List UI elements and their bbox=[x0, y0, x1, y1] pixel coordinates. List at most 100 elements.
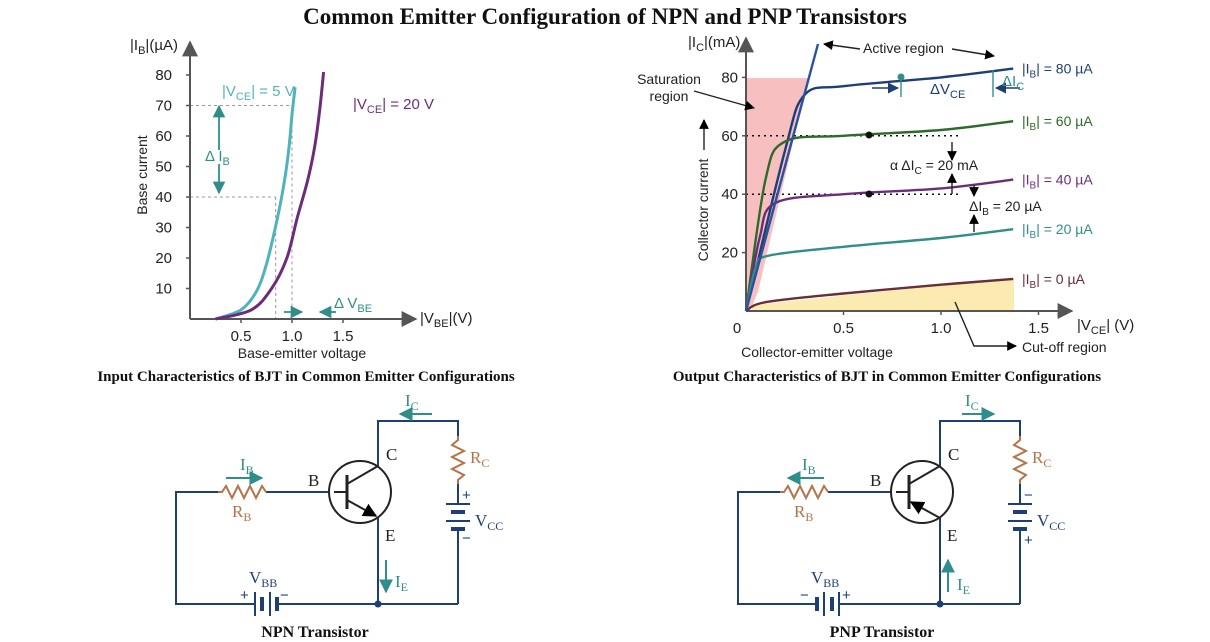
input-delta-vbe-label: Δ VBE bbox=[334, 295, 372, 315]
npn-vcc-plus: + bbox=[462, 487, 471, 504]
input-x-ticks: 0.5 1.0 1.5 bbox=[231, 319, 353, 345]
npn-wire-left bbox=[175, 491, 246, 605]
output-curve-5 bbox=[745, 277, 1014, 313]
npn-ic-label: IC bbox=[405, 391, 419, 413]
input-y-tick-label: 30 bbox=[155, 220, 172, 237]
pnp-rb-resistor bbox=[780, 483, 829, 501]
npn-collector-label: C bbox=[386, 445, 397, 464]
operating-point-60 bbox=[865, 131, 873, 139]
output-curve-label: |IB| = 0 µA bbox=[1022, 271, 1086, 291]
output-y-label: Collector current bbox=[695, 159, 711, 262]
input-x-label: Base-emitter voltage bbox=[238, 345, 367, 361]
output-y-tick-label: 40 bbox=[721, 186, 738, 203]
delta-vce-label: ΔVCE bbox=[930, 81, 965, 101]
pnp-junction-dot bbox=[936, 600, 944, 608]
npn-emitter-lead bbox=[346, 499, 378, 517]
pnp-rb-label: RB bbox=[794, 502, 813, 524]
pnp-vbb-label: VBB bbox=[811, 568, 839, 590]
active-region-arrow-right bbox=[951, 48, 995, 60]
output-y-tick-label: 20 bbox=[721, 245, 738, 262]
output-curve-1 bbox=[744, 67, 1014, 312]
input-delta-ib-label: Δ IB bbox=[205, 148, 230, 168]
npn-vcc-label: VCC bbox=[475, 511, 503, 533]
saturation-region-label-1: Saturation bbox=[637, 71, 701, 87]
input-y-tick-label: 10 bbox=[155, 281, 172, 298]
output-x-ticks: 0.5 1.0 1.5 bbox=[833, 311, 1049, 337]
npn-vbb-plus: + bbox=[240, 587, 249, 604]
npn-rb-label: RB bbox=[232, 502, 251, 524]
npn-vbb-label: VBB bbox=[249, 568, 277, 590]
input-curve-2 bbox=[215, 71, 326, 321]
input-y-tick-label: 20 bbox=[155, 250, 172, 267]
pnp-wire-left bbox=[737, 491, 808, 605]
pnp-rc-label: RC bbox=[1032, 448, 1051, 470]
output-y-tick-label: 80 bbox=[721, 69, 738, 86]
npn-junction-dot bbox=[374, 600, 382, 608]
npn-collector-lead bbox=[346, 465, 379, 485]
pnp-rc-resistor bbox=[1011, 436, 1029, 484]
output-curves bbox=[744, 67, 1014, 313]
pnp-base-label: B bbox=[870, 471, 881, 490]
input-y-tick-label: 40 bbox=[155, 189, 172, 206]
pnp-vbb-minus: − bbox=[800, 587, 809, 604]
input-y-axis-title: |IB|(µA) bbox=[130, 37, 178, 57]
npn-caption: NPN Transistor bbox=[261, 624, 368, 641]
pnp-ic-label: IC bbox=[965, 391, 979, 413]
input-y-tick-label: 70 bbox=[155, 98, 172, 115]
npn-rc-label: RC bbox=[470, 448, 489, 470]
delta-ib-out-label: ΔIB = 20 µA bbox=[969, 198, 1042, 218]
input-curve-1 bbox=[215, 87, 297, 321]
npn-emitter-label: E bbox=[385, 526, 395, 545]
active-region-arrow-left bbox=[823, 40, 861, 51]
pnp-emitter-lead bbox=[909, 501, 941, 519]
cutoff-region-label: Cut-off region bbox=[1022, 339, 1107, 355]
output-chart-caption: Output Characteristics of BJT in Common … bbox=[673, 369, 1101, 385]
input-chart-caption: Input Characteristics of BJT in Common E… bbox=[97, 369, 515, 385]
output-chart: 20 40 60 80 0.5 1.0 1.5 0 |IC|(mA) Collector … bbox=[637, 34, 1134, 385]
pnp-vcc-label: VCC bbox=[1037, 511, 1065, 533]
active-region-label: Active region bbox=[863, 40, 944, 56]
output-curve-label: |IB| = 60 µA bbox=[1022, 113, 1093, 133]
saturation-region-arrow bbox=[693, 90, 755, 111]
delta-ic-label: ΔIC bbox=[1002, 73, 1024, 93]
output-x-axis-title: |VCE| (V) bbox=[1077, 317, 1134, 337]
operating-point-40 bbox=[865, 190, 873, 198]
pnp-ie-label: IE bbox=[957, 575, 970, 597]
saturation-boundary-line bbox=[744, 43, 820, 312]
npn-rb-resistor bbox=[218, 483, 267, 501]
input-x-tick-label: 0.5 bbox=[231, 328, 252, 345]
npn-rc-resistor bbox=[449, 436, 467, 484]
pnp-caption: PNP Transistor bbox=[830, 624, 935, 641]
pnp-vcc-minus: − bbox=[1024, 487, 1033, 504]
figure-title: Common Emitter Configuration of NPN and … bbox=[303, 4, 907, 29]
output-origin-label: 0 bbox=[733, 320, 741, 337]
output-x-tick-label: 1.0 bbox=[931, 320, 952, 337]
pnp-collector-label: C bbox=[948, 445, 959, 464]
input-y-ticks: 10 20 30 40 50 60 70 80 bbox=[155, 67, 190, 298]
input-x-axis-title: |VBE|(V) bbox=[420, 310, 473, 330]
output-y-tick-label: 60 bbox=[721, 128, 738, 145]
input-y-label: Base current bbox=[134, 135, 150, 214]
input-curve1-label: |VCE| = 5 V bbox=[222, 83, 295, 103]
input-y-tick-label: 50 bbox=[155, 159, 172, 176]
input-curves bbox=[215, 71, 326, 321]
npn-ib-label: IB bbox=[240, 455, 254, 477]
output-curve-4 bbox=[744, 228, 1014, 312]
output-x-tick-label: 0.5 bbox=[833, 320, 854, 337]
pnp-circuit: IC IB IE RB RC VCC VBB B C E − + − + PNP… bbox=[737, 391, 1065, 641]
cutoff-region-fill bbox=[752, 278, 1014, 311]
output-curve-label: |IB| = 80 µA bbox=[1022, 61, 1093, 81]
output-curve-label: |IB| = 40 µA bbox=[1022, 172, 1093, 192]
output-curve-2 bbox=[744, 120, 1014, 312]
pnp-wire-rc-top bbox=[939, 420, 1021, 468]
pnp-transistor-body bbox=[890, 460, 954, 524]
output-curve-labels: |IB| = 80 µA |IB| = 60 µA |IB| = 40 µA |IB|… bbox=[1022, 61, 1093, 291]
output-curve-label: |IB| = 20 µA bbox=[1022, 221, 1093, 241]
input-chart-guides bbox=[190, 105, 293, 319]
output-y-axis-title: |IC|(mA) bbox=[688, 34, 740, 54]
output-x-label: Collector-emitter voltage bbox=[741, 344, 893, 360]
operating-point-80 bbox=[897, 73, 905, 81]
npn-circuit: IC IB IE RB RC VCC VBB B C E + − + − NPN… bbox=[175, 391, 503, 641]
output-x-tick-label: 1.5 bbox=[1028, 320, 1049, 337]
